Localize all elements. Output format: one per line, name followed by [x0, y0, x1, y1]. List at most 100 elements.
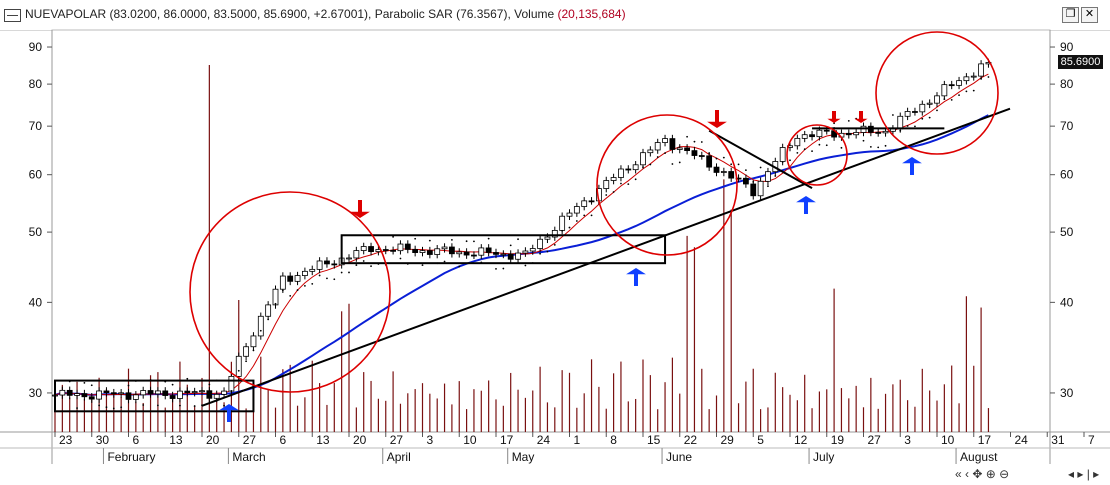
- candle: [882, 130, 889, 134]
- sar-dot: [193, 405, 196, 407]
- sar-dot: [781, 161, 784, 163]
- candle: [581, 200, 588, 207]
- candle: [507, 253, 514, 260]
- candle: [162, 390, 169, 396]
- sar-dot: [230, 389, 233, 392]
- x-tick-label: 27: [243, 433, 257, 447]
- candle: [647, 149, 654, 154]
- sar-dot: [157, 404, 159, 407]
- chart-nav-controls[interactable]: « ‹ ✥ ⊕ ⊖: [955, 467, 1010, 481]
- sar-dot: [583, 214, 586, 217]
- candle: [941, 84, 948, 97]
- sar-dot: [179, 404, 181, 407]
- last-price-tag: 85.6900: [1058, 55, 1103, 69]
- candle: [324, 260, 330, 265]
- candle: [544, 236, 551, 240]
- sar-dot: [355, 264, 358, 266]
- candle: [412, 249, 419, 253]
- candle: [720, 171, 727, 173]
- x-tick-label: 1: [574, 433, 581, 447]
- candle: [228, 375, 235, 392]
- candle: [588, 200, 595, 203]
- sar-dot: [296, 289, 299, 291]
- candle: [287, 275, 294, 282]
- x-tick-label: 24: [1015, 433, 1029, 447]
- candle: [81, 393, 88, 398]
- candle: [897, 115, 904, 130]
- sar-dot: [877, 146, 880, 149]
- sar-dot: [370, 265, 372, 267]
- candle: [235, 355, 242, 377]
- sar-dot: [811, 150, 813, 153]
- sar-dot: [678, 161, 681, 164]
- sar-dot: [112, 407, 115, 410]
- sar-dot: [90, 384, 93, 387]
- x-tick-label: 5: [757, 433, 764, 447]
- y-tick-label-right: 40: [1060, 295, 1074, 309]
- sar-dot: [722, 156, 725, 159]
- candle: [904, 111, 911, 117]
- box-april-may: [340, 234, 667, 265]
- candle: [471, 254, 477, 257]
- sar-dot: [487, 237, 490, 240]
- candle: [66, 389, 73, 396]
- candle: [669, 138, 676, 150]
- x-tick-label: 10: [941, 433, 955, 447]
- sar-dot: [980, 77, 982, 80]
- candle: [434, 248, 441, 255]
- candle: [419, 250, 426, 253]
- sar-dot: [502, 267, 505, 270]
- x-tick-label: 22: [684, 433, 698, 447]
- y-tick-label-right: 70: [1060, 119, 1074, 133]
- sar-dot: [76, 407, 78, 409]
- restore-icon[interactable]: ❐: [1062, 7, 1079, 23]
- candle: [654, 142, 661, 151]
- sar-dot: [495, 267, 497, 270]
- sar-dot: [399, 257, 402, 260]
- y-tick-label-left: 60: [29, 168, 43, 182]
- sar-dot: [987, 76, 990, 78]
- month-label: March: [232, 450, 265, 464]
- candle: [426, 250, 433, 255]
- candle: [809, 134, 815, 138]
- sar-dot: [553, 243, 556, 246]
- sar-dot: [333, 278, 336, 281]
- candle: [346, 257, 352, 260]
- sar-dot: [914, 125, 916, 128]
- sar-dot: [840, 146, 843, 149]
- x-tick-label: 24: [537, 433, 551, 447]
- sar-dot: [693, 140, 696, 143]
- sar-dot: [708, 152, 711, 155]
- candle: [404, 243, 411, 250]
- chart-window-icon: [4, 9, 21, 22]
- sar-dot: [958, 94, 960, 97]
- sar-dot: [98, 404, 100, 407]
- sar-dot: [972, 89, 975, 92]
- candle: [272, 288, 279, 306]
- candle: [250, 335, 257, 348]
- candle: [177, 390, 183, 399]
- y-tick-label-left: 30: [29, 386, 43, 400]
- y-tick-label-right: 50: [1060, 225, 1074, 239]
- sar-dot: [921, 117, 924, 120]
- sar-dot: [289, 294, 292, 297]
- candle: [331, 263, 338, 266]
- candle: [360, 246, 367, 251]
- candle: [978, 63, 984, 77]
- candle: [132, 394, 139, 400]
- x-tick-label: 6: [133, 433, 140, 447]
- close-icon[interactable]: ✕: [1081, 7, 1098, 23]
- scroll-arrows[interactable]: ◂ ▸ | ▸: [1068, 467, 1100, 481]
- sar-dot: [311, 282, 314, 285]
- candle: [441, 246, 448, 250]
- sar-dot: [208, 383, 211, 386]
- sar-dot: [473, 240, 475, 243]
- candle: [970, 75, 977, 78]
- buy-arrow-icon: [796, 196, 816, 214]
- sar-dot: [127, 384, 130, 387]
- candle: [757, 180, 764, 197]
- month-label: February: [107, 450, 155, 464]
- candle: [118, 392, 125, 395]
- sar-dot: [171, 383, 174, 386]
